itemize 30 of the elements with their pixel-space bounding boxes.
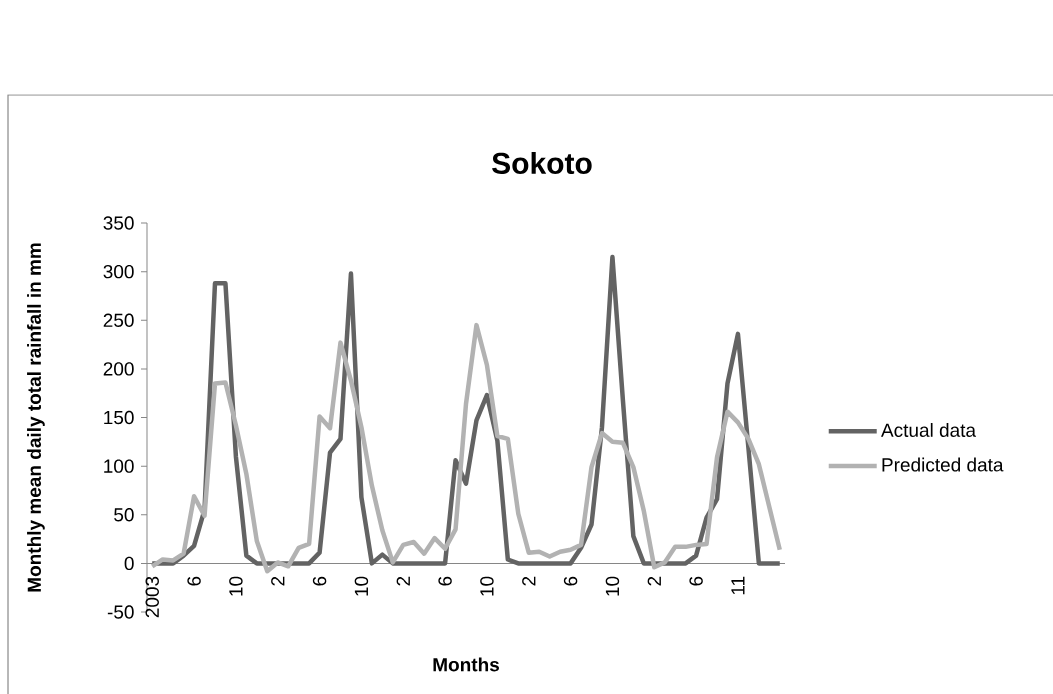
y-tick-label: 100 bbox=[104, 459, 134, 473]
x-tick-label: 2 bbox=[271, 576, 285, 586]
legend-label: Predicted data bbox=[882, 457, 1004, 472]
x-tick-label: 2003 bbox=[145, 576, 159, 618]
y-tick-label: 150 bbox=[104, 410, 134, 425]
legend-label: Actual data bbox=[881, 423, 977, 437]
x-tick-label: 10 bbox=[354, 576, 369, 596]
x-tick-label: 10 bbox=[480, 576, 494, 596]
x-tick-label: 10 bbox=[605, 576, 620, 596]
x-tick-label: 6 bbox=[689, 576, 703, 586]
x-tick-label: 6 bbox=[438, 576, 452, 586]
x-tick-label: 6 bbox=[563, 576, 578, 586]
x-tick-label: 2 bbox=[522, 576, 536, 586]
x-tick-label: 6 bbox=[312, 576, 327, 586]
y-tick-label: -50 bbox=[107, 605, 134, 619]
y-tick-label: 350 bbox=[103, 216, 134, 230]
chart-title: Sokoto bbox=[492, 151, 592, 175]
x-tick-label: 2 bbox=[647, 576, 661, 586]
x-tick-label: 10 bbox=[229, 576, 243, 596]
y-tick-label: 300 bbox=[103, 264, 134, 279]
x-tick-label: 2 bbox=[396, 576, 410, 586]
y-axis-title: Monthly mean daily total rainfall in mm bbox=[27, 243, 45, 592]
y-tick-label: 50 bbox=[114, 508, 134, 522]
x-tick-label: 11 bbox=[731, 576, 745, 595]
x-tick-label: 6 bbox=[187, 576, 201, 586]
y-tick-label: 250 bbox=[103, 313, 134, 327]
x-axis-title: Months bbox=[433, 657, 499, 672]
line-series bbox=[149, 322, 783, 574]
y-tick-label: 200 bbox=[103, 362, 134, 376]
y-tick-label: 0 bbox=[124, 556, 134, 571]
